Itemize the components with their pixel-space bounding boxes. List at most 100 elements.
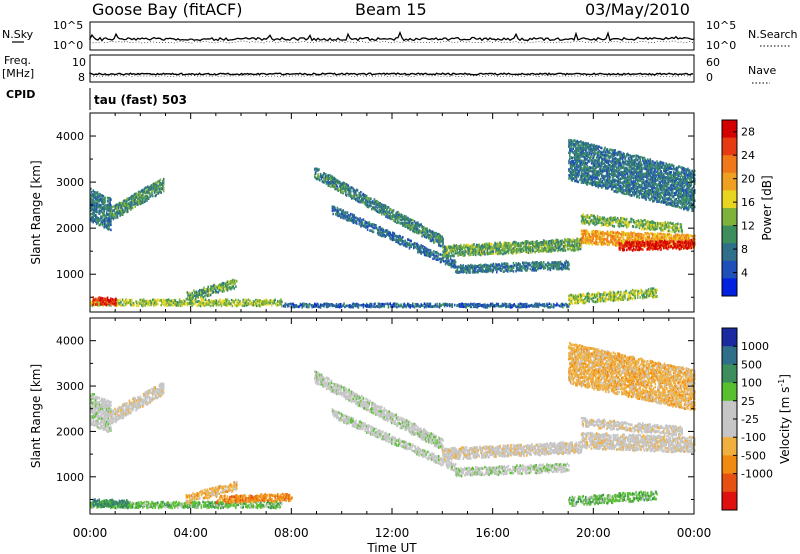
range-cell	[99, 203, 101, 207]
range-cell	[638, 248, 641, 252]
range-cell	[134, 205, 136, 208]
range-cell	[194, 300, 197, 304]
range-cell	[101, 219, 104, 222]
range-cell	[106, 196, 109, 200]
range-cell	[442, 246, 444, 249]
range-cell	[203, 290, 205, 293]
range-cell	[487, 266, 490, 269]
range-cell	[234, 303, 236, 307]
range-cell	[249, 302, 251, 306]
range-cell	[122, 299, 125, 302]
range-cell	[355, 189, 357, 193]
range-cell	[574, 166, 576, 170]
range-cell	[134, 196, 136, 199]
range-cell	[209, 285, 212, 288]
range-cell	[616, 230, 619, 234]
range-cell	[423, 227, 426, 230]
range-cell	[630, 220, 632, 224]
range-cell	[199, 291, 201, 294]
range-cell	[569, 154, 571, 158]
range-cell	[408, 226, 411, 230]
range-cell	[598, 218, 600, 222]
range-cell	[218, 289, 220, 292]
range-cell	[533, 243, 536, 246]
range-cell	[184, 302, 187, 305]
range-cell	[576, 246, 578, 250]
range-cell	[466, 270, 469, 273]
range-cell	[659, 248, 662, 251]
range-cell	[506, 270, 509, 273]
range-cell	[571, 160, 574, 163]
range-cell	[532, 265, 534, 268]
range-cell	[417, 249, 420, 253]
range-cell	[592, 218, 595, 222]
range-cell	[573, 241, 576, 245]
range-cell	[202, 295, 204, 299]
range-cell	[107, 213, 110, 216]
range-cell	[416, 221, 418, 225]
range-cell	[598, 216, 600, 219]
range-cell	[648, 220, 651, 224]
range-cell	[100, 215, 102, 218]
range-cell	[657, 243, 659, 246]
range-cell	[661, 222, 663, 225]
range-cell	[584, 229, 586, 232]
range-cell	[677, 244, 679, 247]
power-feature-7	[331, 205, 457, 269]
range-cell	[464, 268, 466, 271]
range-cell	[533, 304, 536, 307]
range-cell	[178, 300, 181, 304]
range-cell	[604, 217, 606, 221]
range-cell	[624, 245, 626, 248]
range-cell	[573, 244, 575, 247]
range-cell	[570, 244, 573, 247]
range-cell	[536, 240, 538, 243]
range-cell	[350, 212, 352, 216]
range-cell	[224, 303, 227, 307]
range-cell	[367, 205, 370, 209]
range-cell	[672, 222, 674, 225]
range-cell	[464, 247, 466, 250]
range-cell	[395, 212, 397, 215]
range-cell	[189, 293, 192, 296]
range-cell	[669, 245, 672, 249]
range-cell	[345, 183, 348, 186]
range-cell	[621, 230, 624, 234]
range-cell	[576, 147, 579, 150]
range-cell	[655, 235, 657, 239]
range-cell	[375, 224, 377, 227]
range-cell	[516, 250, 518, 254]
range-cell	[137, 195, 139, 198]
range-cell	[655, 237, 657, 241]
range-cell	[413, 230, 416, 234]
range-cell	[459, 243, 462, 247]
range-cell	[602, 242, 605, 246]
range-cell	[586, 220, 589, 223]
range-cell	[643, 236, 646, 239]
range-cell	[429, 249, 432, 252]
range-cell	[450, 247, 453, 250]
range-cell	[327, 305, 329, 308]
range-cell	[335, 184, 338, 187]
power-feature-9	[454, 259, 570, 275]
range-cell	[512, 304, 515, 307]
range-cell	[511, 252, 514, 255]
range-cell	[644, 243, 646, 247]
range-cell	[650, 246, 652, 250]
range-cell	[408, 247, 411, 250]
range-cell	[328, 184, 330, 187]
range-cell	[543, 246, 546, 249]
range-cell	[116, 301, 119, 305]
range-cell	[659, 224, 662, 227]
nsearch-label: N.Search	[748, 28, 798, 41]
range-cell	[112, 214, 115, 217]
range-cell	[663, 233, 666, 237]
range-cell	[267, 301, 270, 304]
range-cell	[468, 246, 470, 250]
range-cell	[637, 245, 640, 248]
range-cell	[479, 302, 481, 306]
range-cell	[426, 227, 428, 231]
range-cell	[466, 245, 469, 248]
range-cell	[112, 205, 115, 208]
range-cell	[693, 237, 696, 241]
